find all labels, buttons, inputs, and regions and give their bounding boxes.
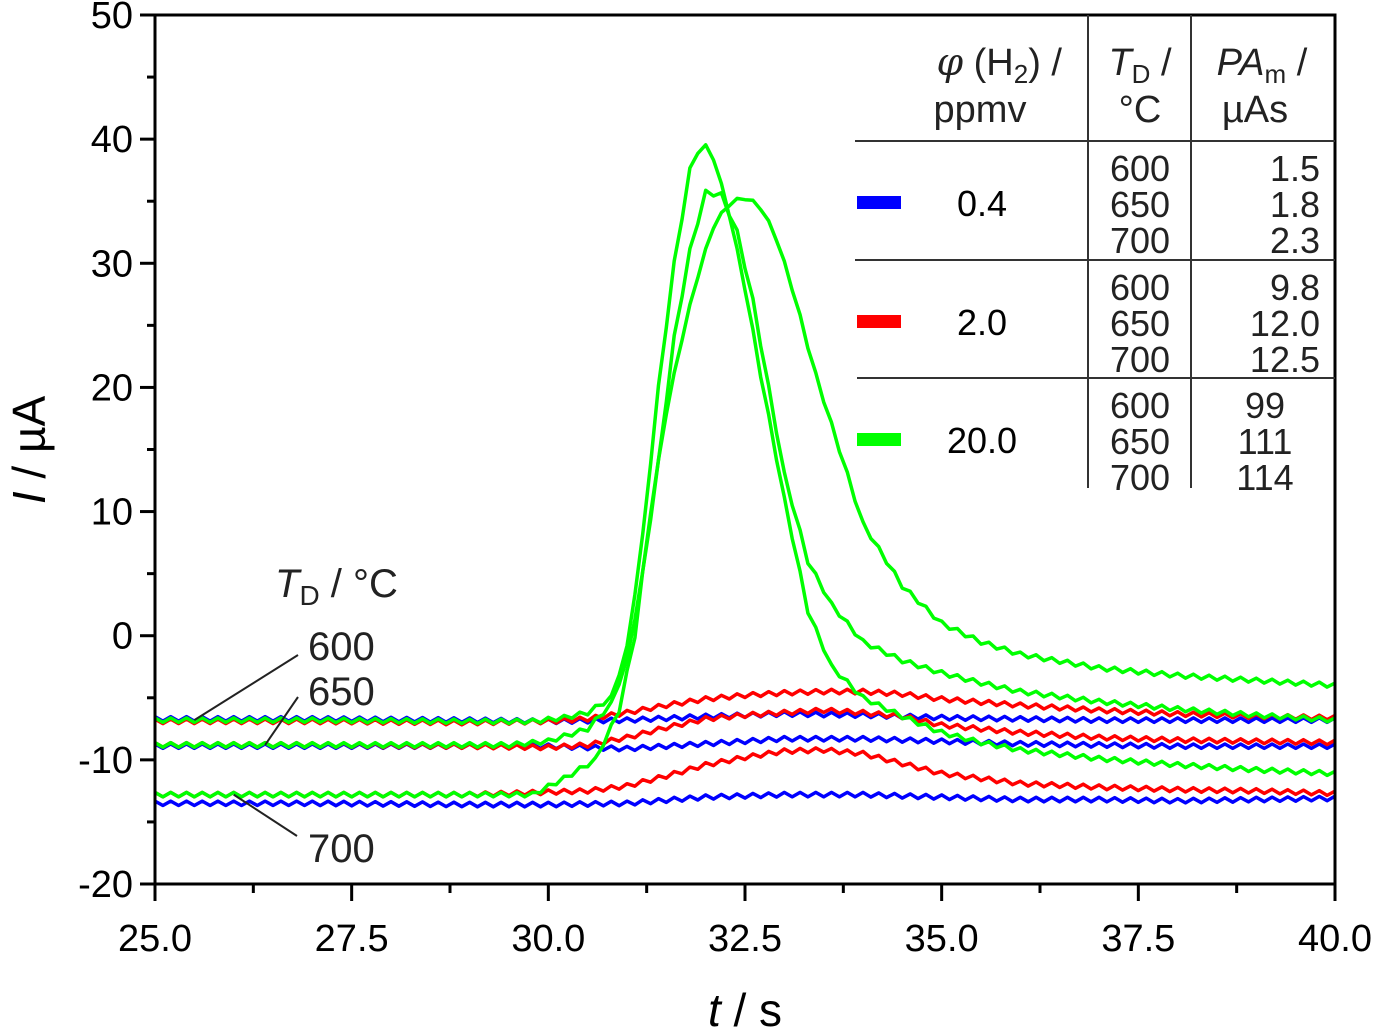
annotation-label: 700 (308, 827, 375, 871)
legend-peak-area: 111 (1238, 421, 1293, 462)
y-tick-label: 0 (112, 616, 133, 658)
legend-peak-area: 2.3 (1270, 220, 1320, 261)
annotation-label: 650 (308, 670, 375, 714)
header-temperature-line1: TD / (1108, 42, 1172, 89)
header-peak-area-line2: µAs (1222, 89, 1288, 131)
y-axis-title: I / µA (3, 396, 55, 505)
legend-temperature: 600 (1110, 385, 1170, 426)
series-line-20-0-ppmv-700-c (154, 196, 1336, 799)
x-tick-label: 32.5 (708, 918, 782, 960)
annotation-leader-line (193, 654, 299, 721)
legend-swatch (857, 315, 901, 328)
y-tick-label: -10 (78, 740, 133, 782)
y-tick-label: 10 (91, 492, 133, 534)
legend-concentration: 0.4 (957, 183, 1007, 224)
x-axis: 25.0 27.5 30.0 32.5 35.0 37.5 40.0 (118, 884, 1372, 960)
legend-peak-area: 99 (1245, 385, 1285, 426)
header-concentration-line1: φ (H2) / (936, 40, 1062, 89)
y-tick-label: -20 (78, 864, 133, 906)
legend-temperature: 650 (1110, 421, 1170, 462)
y-tick-label: 40 (91, 119, 133, 161)
y-axis: -20 -10 0 10 20 30 40 50 (78, 0, 155, 906)
y-tick-label: 20 (91, 367, 133, 409)
legend-concentration: 2.0 (957, 302, 1007, 343)
x-tick-label: 25.0 (118, 918, 192, 960)
annotation-leader-line (233, 793, 298, 837)
y-tick-label: 30 (91, 243, 133, 285)
legend-temperature: 700 (1110, 220, 1170, 261)
legend-peak-area: 12.5 (1250, 339, 1320, 380)
x-tick-label: 37.5 (1101, 918, 1175, 960)
legend-temperature: 650 (1110, 184, 1170, 225)
legend-peak-area: 114 (1236, 457, 1293, 498)
legend-temperature: 650 (1110, 303, 1170, 344)
header-peak-area-line1: PAm / (1217, 42, 1308, 89)
legend-peak-area: 12.0 (1250, 303, 1320, 344)
data-series-group (154, 143, 1336, 809)
legend-peak-area: 9.8 (1270, 267, 1320, 308)
legend-temperature: 700 (1110, 339, 1170, 380)
annotation-label: 600 (308, 625, 375, 669)
legend-temperature: 600 (1110, 267, 1170, 308)
header-concentration-line2: ppmv (934, 89, 1027, 131)
series-line-0-4-ppmv-700-c (154, 790, 1336, 809)
header-temperature-line2: °C (1119, 89, 1162, 131)
series-line-20-0-ppmv-650-c (154, 188, 1336, 749)
legend-table: φ (H2) / ppmv TD / °C PAm / µAs 0.4 600 1.… (855, 15, 1335, 498)
x-axis-title: t / s (708, 984, 782, 1030)
legend-swatch (857, 433, 901, 446)
legend-swatch (857, 196, 901, 209)
legend-temperature: 600 (1110, 148, 1170, 189)
x-tick-label: 30.0 (511, 918, 585, 960)
x-tick-label: 40.0 (1298, 918, 1372, 960)
legend-peak-area: 1.5 (1270, 148, 1320, 189)
legend-concentration: 20.0 (947, 420, 1017, 461)
annotation-title: TD / °C (275, 562, 398, 611)
x-tick-label: 35.0 (905, 918, 979, 960)
series-line-20-0-ppmv-600-c (154, 143, 1336, 778)
y-tick-label: 50 (91, 0, 133, 37)
annotation-leader-line (264, 696, 299, 746)
series-line-2-0-ppmv-700-c (154, 746, 1336, 799)
legend-peak-area: 1.8 (1270, 184, 1320, 225)
legend-groups: 0.4 600 1.5 650 1.8 700 2.3 2.0 600 9.8 650 12.0 700… (857, 148, 1320, 498)
x-tick-label: 27.5 (315, 918, 389, 960)
legend-temperature: 700 (1110, 457, 1170, 498)
